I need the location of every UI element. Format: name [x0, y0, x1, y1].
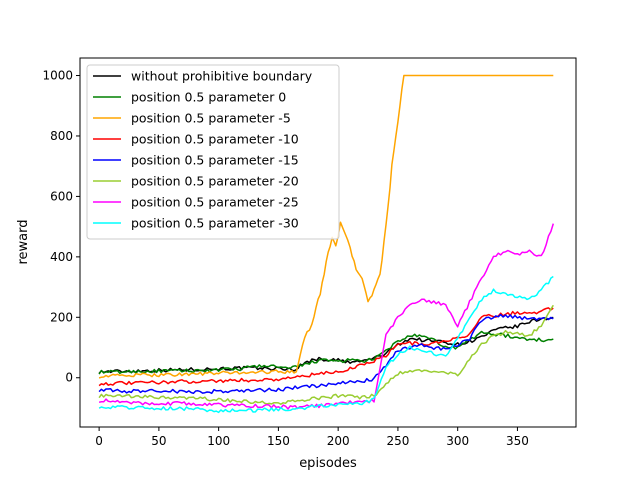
x-tick-label: 150 — [267, 434, 290, 448]
y-tick-label: 800 — [50, 129, 73, 143]
legend-label: position 0.5 parameter -5 — [131, 111, 291, 126]
series-line — [98, 74, 554, 379]
x-tick-label: 50 — [151, 434, 166, 448]
legend-label: position 0.5 parameter -10 — [131, 132, 299, 147]
x-tick-label: 300 — [446, 434, 469, 448]
legend-label: position 0.5 parameter -20 — [131, 174, 299, 189]
x-axis: 0 50 100 150 200 250 300 350 — [95, 427, 529, 448]
series-line — [98, 313, 554, 395]
legend-box — [86, 64, 340, 240]
y-tick-label: 1000 — [42, 69, 73, 83]
plot-frame — [79, 57, 577, 428]
y-axis: 0 200 400 600 800 1000 — [42, 69, 80, 385]
y-tick-label: 400 — [50, 250, 73, 264]
series-line — [98, 316, 554, 374]
legend: without prohibitive boundary position 0.5… — [86, 64, 340, 240]
x-tick-label: 250 — [386, 434, 409, 448]
legend-label: without prohibitive boundary — [131, 69, 313, 84]
x-tick-label: 200 — [327, 434, 350, 448]
x-tick-label: 350 — [506, 434, 529, 448]
x-axis-label: episodes — [299, 456, 357, 471]
legend-label: position 0.5 parameter 0 — [131, 90, 286, 105]
x-tick-label: 0 — [95, 434, 103, 448]
x-tick-label: 100 — [207, 434, 230, 448]
legend-label: position 0.5 parameter -25 — [131, 195, 299, 210]
legend-label: position 0.5 parameter -15 — [131, 153, 299, 168]
y-tick-label: 600 — [50, 189, 73, 203]
series-line — [98, 275, 554, 414]
series-line — [98, 330, 554, 375]
y-tick-label: 0 — [65, 371, 73, 385]
y-axis-label: reward — [16, 219, 31, 264]
series-lines — [98, 74, 555, 414]
series-line — [98, 304, 554, 405]
y-tick-label: 200 — [50, 310, 73, 324]
series-line — [98, 307, 554, 387]
legend-label: position 0.5 parameter -30 — [131, 216, 299, 231]
